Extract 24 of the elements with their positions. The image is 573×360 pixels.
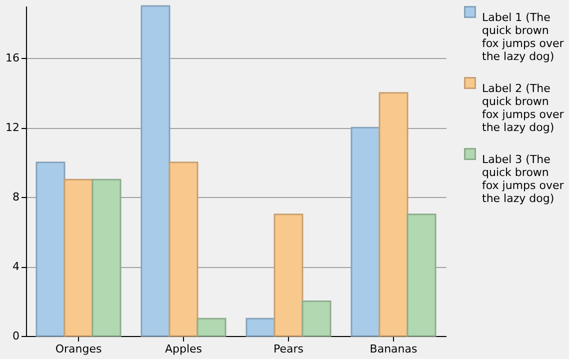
bar: [36, 162, 66, 337]
bar: [92, 178, 122, 337]
y-tick-label: 12: [6, 121, 20, 134]
legend-label: Label 2 (The quick brown fox jumps over the lazy dog): [482, 82, 564, 134]
bar: [350, 126, 380, 337]
y-tick-label: 8: [12, 190, 20, 204]
bar: [406, 214, 436, 337]
x-tick-label: Bananas: [370, 342, 418, 356]
y-tick-label: 16: [6, 52, 20, 65]
x-tick-label: Pears: [273, 342, 304, 356]
bar: [246, 318, 276, 337]
bar: [302, 300, 332, 337]
legend-label: Label 3 (The quick brown fox jumps over the lazy dog): [482, 153, 564, 205]
bar: [274, 214, 304, 337]
bar: [378, 92, 408, 337]
legend-label: Label 1 (The quick brown fox jumps over the lazy dog): [482, 11, 564, 63]
bar: [168, 162, 198, 337]
bar: [140, 5, 170, 337]
y-tick-label: 0: [12, 330, 20, 342]
bar: [196, 318, 226, 337]
x-tick-label: Oranges: [55, 342, 102, 356]
x-tick-label: Apples: [164, 342, 202, 356]
bar: [64, 178, 94, 337]
y-tick-label: 4: [12, 260, 20, 274]
